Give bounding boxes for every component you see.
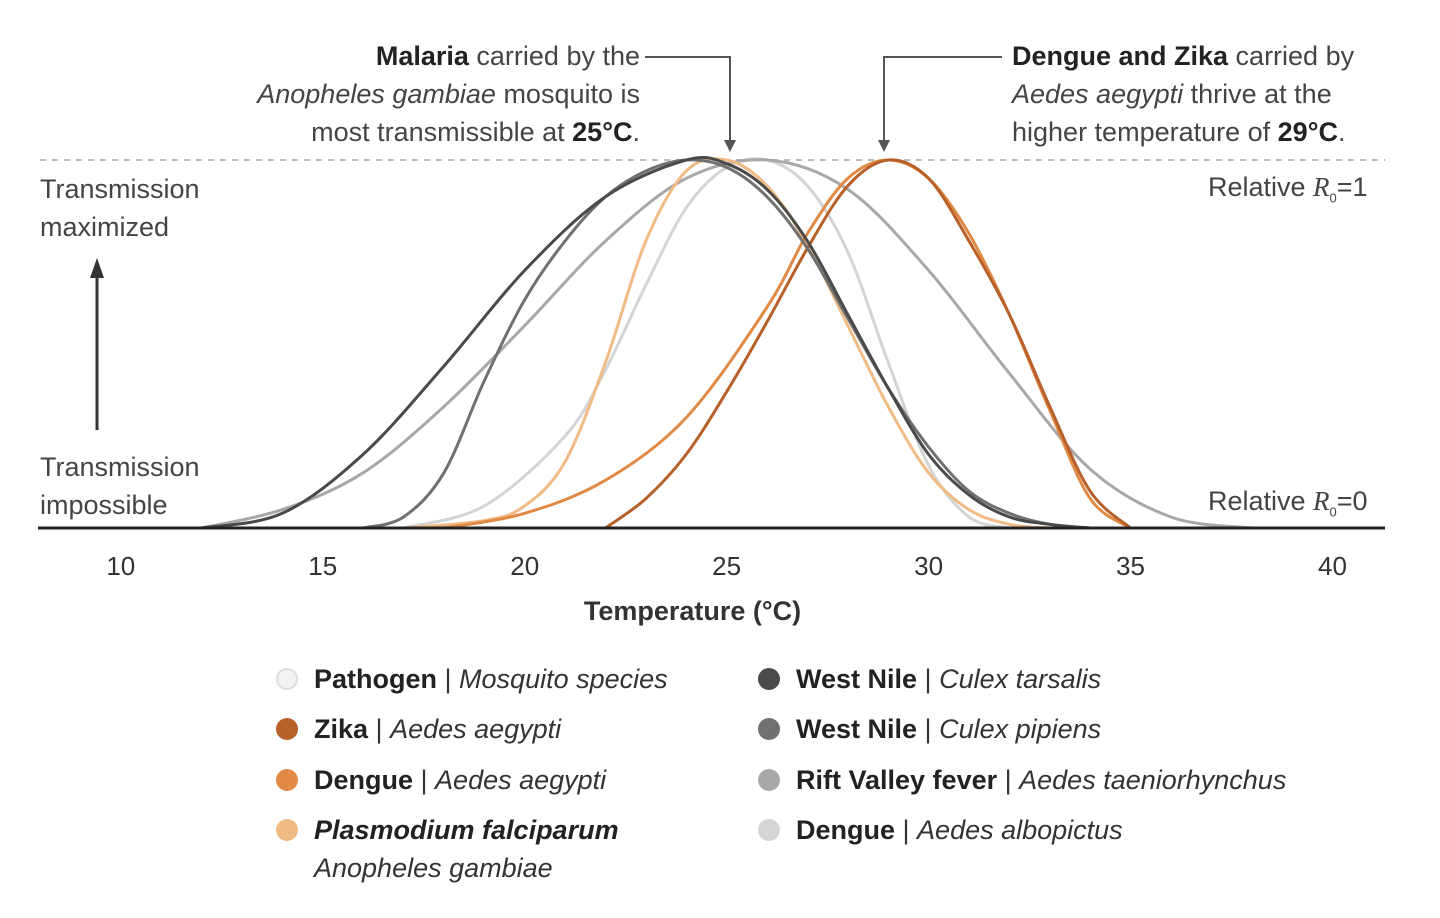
annotation-right-bold: Dengue and Zika [1012, 41, 1229, 71]
legend-label-italic: Aedes albopictus [917, 815, 1123, 845]
annotation-right-text1: carried by [1228, 41, 1355, 71]
legend-dot-rift-valley-icon [758, 769, 780, 791]
legend-label-italic: Aedes taeniorhynchus [1019, 765, 1287, 795]
rel-bottom-r: R [1313, 486, 1330, 516]
legend-header-dot-icon [276, 668, 298, 690]
annotation-left-temp: 25°C [572, 117, 633, 147]
legend-dot-westnile-pipiens-icon [758, 718, 780, 740]
rel-bottom-sub: 0 [1329, 504, 1337, 520]
annotation-left-text2: mosquito is [495, 79, 640, 109]
legend-label-sep: | [413, 765, 436, 795]
relative-r0-zero-label: Relative R0=0 [1208, 486, 1368, 519]
rel-bottom-suffix: =0 [1336, 486, 1368, 516]
legend-label-bold-italic: Plasmodium falciparum [314, 815, 619, 845]
annotation-right-text3: higher temperature of [1012, 117, 1278, 147]
series-line-1 [443, 158, 1132, 530]
x-tick-label-0: 10 [106, 551, 135, 581]
legend-label-italic: Culex pipiens [939, 714, 1102, 744]
legend-dot-westnile-tarsalis-icon [758, 668, 780, 690]
annotation-right-italic: Aedes aegypti [1012, 79, 1184, 109]
annotation-right-text2: thrive at the [1183, 79, 1332, 109]
legend-label-italic: Culex tarsalis [939, 664, 1102, 694]
legend-dot-plasmodium-icon [276, 819, 298, 841]
legend-dot-zika-icon [276, 718, 298, 740]
legend-label-sep: | [895, 815, 918, 845]
rel-top-sub: 0 [1329, 190, 1337, 206]
malaria-callout-arrow-icon [645, 56, 736, 152]
legend-label-bold: Dengue [796, 815, 896, 845]
legend-label-italic: Aedes aegypti [390, 714, 562, 744]
legend-label-bold: Rift Valley fever [796, 765, 998, 795]
malaria-annotation: Malaria carried by the Anopheles gambiae… [150, 37, 640, 151]
rel-top-prefix: Relative [1208, 172, 1314, 202]
x-tick-label-4: 30 [914, 551, 943, 581]
legend-label-italic: Aedes aegypti [435, 765, 607, 795]
legend-dot-dengue-albopictus-icon [758, 819, 780, 841]
legend-label-bold: Zika [314, 714, 369, 744]
annotation-left-text3: most transmissible at [311, 117, 573, 147]
annotation-left-end: . [632, 117, 640, 147]
dengue-zika-callout-arrow-icon [878, 56, 1002, 152]
annotation-left-bold: Malaria [375, 41, 469, 71]
series-line-0 [604, 158, 1132, 530]
x-tick-label-6: 40 [1318, 551, 1347, 581]
side-top-line2: maximized [40, 212, 170, 242]
series-line-5 [201, 158, 1252, 530]
series-line-3 [201, 155, 1091, 530]
legend-label-bold: West Nile [796, 664, 918, 694]
legend-label-sep: | [917, 714, 940, 744]
x-axis-label: Temperature (°C) [583, 596, 802, 626]
legend-header-sep: | [437, 664, 460, 694]
annotation-right-temp: 29°C [1277, 117, 1338, 147]
annotation-left-text1: carried by the [468, 41, 640, 71]
x-tick-label-3: 25 [712, 551, 741, 581]
x-tick-layer: 10 15 20 25 30 35 40 [106, 551, 1347, 581]
series-line-4 [362, 158, 1091, 530]
annotation-left-italic: Anopheles gambiae [257, 79, 496, 109]
relative-r0-max-label: Relative R0=1 [1208, 172, 1368, 205]
legend-label-sep: | [917, 664, 940, 694]
legend-label-sep: | [997, 765, 1020, 795]
series-line-2 [403, 157, 1050, 530]
legend-header-bold: Pathogen [314, 664, 438, 694]
series-line-6 [403, 157, 1010, 530]
dengue-zika-annotation: Dengue and Zika carried by Aedes aegypti… [1012, 37, 1432, 151]
rel-top-r: R [1313, 172, 1330, 202]
rel-bottom-prefix: Relative [1208, 486, 1314, 516]
legend-header-italic: Mosquito species [459, 664, 668, 694]
legend-label-bold: Dengue [314, 765, 414, 795]
transmission-impossible-label: Transmission impossible [40, 448, 200, 524]
legend-label-italic: Anopheles gambiae [314, 853, 553, 883]
x-tick-label-1: 15 [308, 551, 337, 581]
annotation-right-end: . [1337, 117, 1346, 147]
transmission-maximized-label: Transmission maximized [40, 170, 200, 246]
legend-label-bold: West Nile [796, 714, 918, 744]
series-layer [201, 155, 1252, 530]
rel-top-suffix: =1 [1336, 172, 1368, 202]
side-bottom-line1: Transmission [40, 452, 200, 482]
legend: Pathogen | Mosquito species Zika | Aedes… [276, 660, 1376, 900]
legend-dot-dengue-icon [276, 769, 298, 791]
side-bottom-line2: impossible [40, 490, 168, 520]
legend-label-sep: | [368, 714, 391, 744]
x-tick-label-5: 35 [1116, 551, 1145, 581]
x-tick-label-2: 20 [510, 551, 539, 581]
up-arrow-icon [90, 258, 104, 430]
side-top-line1: Transmission [40, 174, 200, 204]
